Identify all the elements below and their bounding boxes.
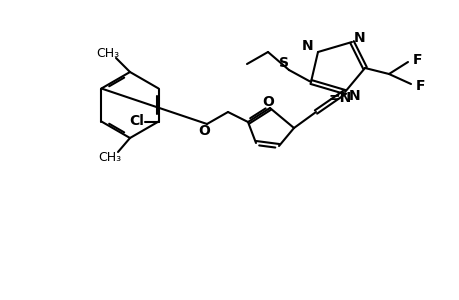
Text: O: O xyxy=(262,95,274,109)
Text: F: F xyxy=(412,53,422,67)
Text: Cl: Cl xyxy=(129,113,144,128)
Text: N: N xyxy=(302,39,313,53)
Text: CH₃: CH₃ xyxy=(98,151,121,164)
Text: N: N xyxy=(353,31,365,45)
Text: S: S xyxy=(279,56,288,70)
Text: N: N xyxy=(348,89,360,103)
Text: O: O xyxy=(198,124,209,138)
Text: F: F xyxy=(415,79,425,93)
Text: =N: =N xyxy=(328,91,351,105)
Text: CH₃: CH₃ xyxy=(96,46,119,59)
